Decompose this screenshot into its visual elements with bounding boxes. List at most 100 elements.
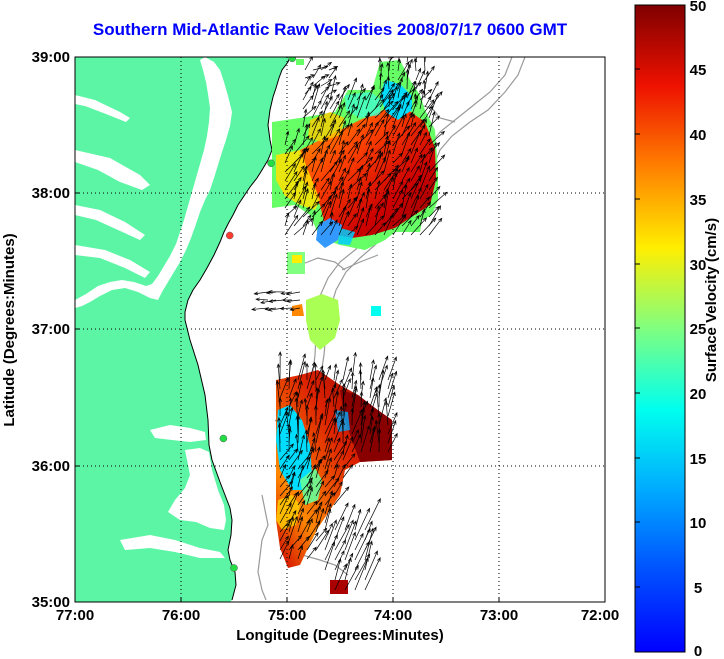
velocity-arrow — [293, 135, 310, 155]
velocity-arrow — [324, 541, 336, 571]
velocity-arrow — [328, 89, 338, 95]
velocity-arrow — [306, 546, 317, 560]
velocity-arrow — [324, 416, 336, 444]
velocity-arrow — [302, 214, 312, 227]
velocity-arrow — [297, 353, 306, 381]
velocity-arrow — [268, 299, 285, 304]
velocity-arrow — [377, 383, 382, 408]
velocity-arrow — [347, 122, 353, 137]
velocity-arrow — [311, 99, 322, 119]
velocity-arrow — [279, 535, 289, 551]
velocity-arrow — [347, 167, 362, 182]
colorbar-tick-label: 50 — [690, 0, 707, 15]
velocity-arrow — [378, 369, 385, 399]
velocity-arrow — [279, 522, 290, 542]
land-mass — [75, 57, 290, 602]
velocity-arrow — [383, 140, 391, 164]
velocity-arrow — [365, 121, 373, 137]
velocity-arrow — [364, 550, 378, 581]
velocity-arrow — [305, 362, 309, 380]
velocity-arrow — [356, 152, 369, 164]
velocity-arrow — [315, 504, 322, 524]
velocity-arrow — [369, 359, 375, 381]
velocity-arrow — [410, 194, 420, 218]
velocity-arrow — [279, 443, 294, 461]
velocity-arrow — [320, 79, 333, 87]
velocity-arrow — [410, 124, 426, 146]
velocity-arrow — [281, 298, 293, 302]
velocity-arrow — [415, 57, 418, 63]
map-title: Southern Mid-Atlantic Raw Velocities 200… — [92, 20, 568, 39]
velocity-arrow — [280, 291, 293, 296]
velocity-arrow — [306, 379, 315, 399]
velocity-arrow — [410, 214, 420, 227]
velocity-vectors — [251, 57, 448, 591]
velocity-arrow — [338, 188, 345, 209]
velocity-arrow — [365, 98, 385, 119]
velocity-arrow — [278, 351, 283, 381]
velocity-arrow — [329, 100, 340, 119]
velocity-arrow — [354, 541, 370, 571]
velocity-arrow — [374, 419, 380, 444]
velocity-arrow — [386, 76, 391, 90]
velocity-arrow — [365, 215, 385, 236]
velocity-arrow — [392, 180, 403, 200]
velocity-arrow — [312, 84, 319, 95]
velocity-arrow — [419, 131, 427, 146]
velocity-arrow — [410, 165, 420, 182]
velocity-arrow — [356, 133, 364, 155]
velocity-arrow — [406, 80, 416, 99]
velocity-arrow — [360, 424, 370, 453]
velocity-arrow — [338, 140, 349, 155]
velocity-arrow — [428, 217, 443, 236]
velocity-arrow — [329, 130, 343, 155]
velocity-arrow — [365, 111, 371, 128]
velocity-arrow — [410, 129, 421, 155]
velocity-arrow — [334, 557, 342, 581]
velocity-arrow — [279, 502, 292, 524]
velocity-arrow — [297, 484, 312, 506]
velocity-arrow — [302, 169, 308, 191]
colorbar-tick-label: 40 — [690, 127, 707, 144]
pamlico-sound — [168, 448, 226, 530]
velocity-arrow — [338, 85, 347, 110]
velocity-arrow — [419, 201, 432, 218]
velocity-arrow — [320, 135, 326, 155]
velocity-arrow — [302, 200, 320, 218]
velocity-arrow — [293, 217, 314, 236]
velocity-arrow — [401, 177, 411, 191]
velocity-arrow — [392, 103, 402, 128]
velocity-arrow — [297, 535, 310, 551]
velocity-arrow — [334, 539, 346, 561]
velocity-arrow — [347, 196, 357, 218]
velocity-arrow — [296, 415, 301, 444]
velocity-arrow — [415, 69, 425, 90]
velocity-arrow — [369, 415, 374, 435]
velocity-arrow — [288, 543, 294, 560]
velocity-arrow — [356, 197, 363, 218]
velocity-arrow — [365, 121, 379, 146]
velocity-arrow — [320, 86, 330, 95]
velocity-arrow — [342, 436, 353, 461]
colorbar-tick-label: 15 — [690, 451, 707, 468]
velocity-arrow — [344, 531, 356, 561]
velocity-arrow — [369, 364, 378, 390]
velocity-arrow — [306, 392, 313, 408]
velocity-arrow — [377, 57, 382, 72]
velocity-arrow — [347, 91, 356, 110]
velocity-arrow — [422, 57, 427, 72]
radar-station-marker — [267, 159, 275, 168]
velocity-arrow — [397, 94, 406, 108]
velocity-arrow — [279, 486, 294, 506]
colorbar-tick-label: 30 — [690, 257, 707, 274]
velocity-arrow — [354, 556, 369, 591]
velocity-arrow — [406, 87, 416, 108]
velocity-arrow — [344, 503, 356, 531]
velocity-arrow — [324, 456, 332, 479]
velocity-arrow — [329, 149, 336, 164]
velocity-arrow — [311, 220, 323, 236]
velocity-arrow — [379, 62, 384, 81]
velocity-arrow — [288, 516, 294, 533]
velocity-arrow — [347, 128, 361, 146]
colorbar-tick-label: 45 — [690, 62, 707, 79]
